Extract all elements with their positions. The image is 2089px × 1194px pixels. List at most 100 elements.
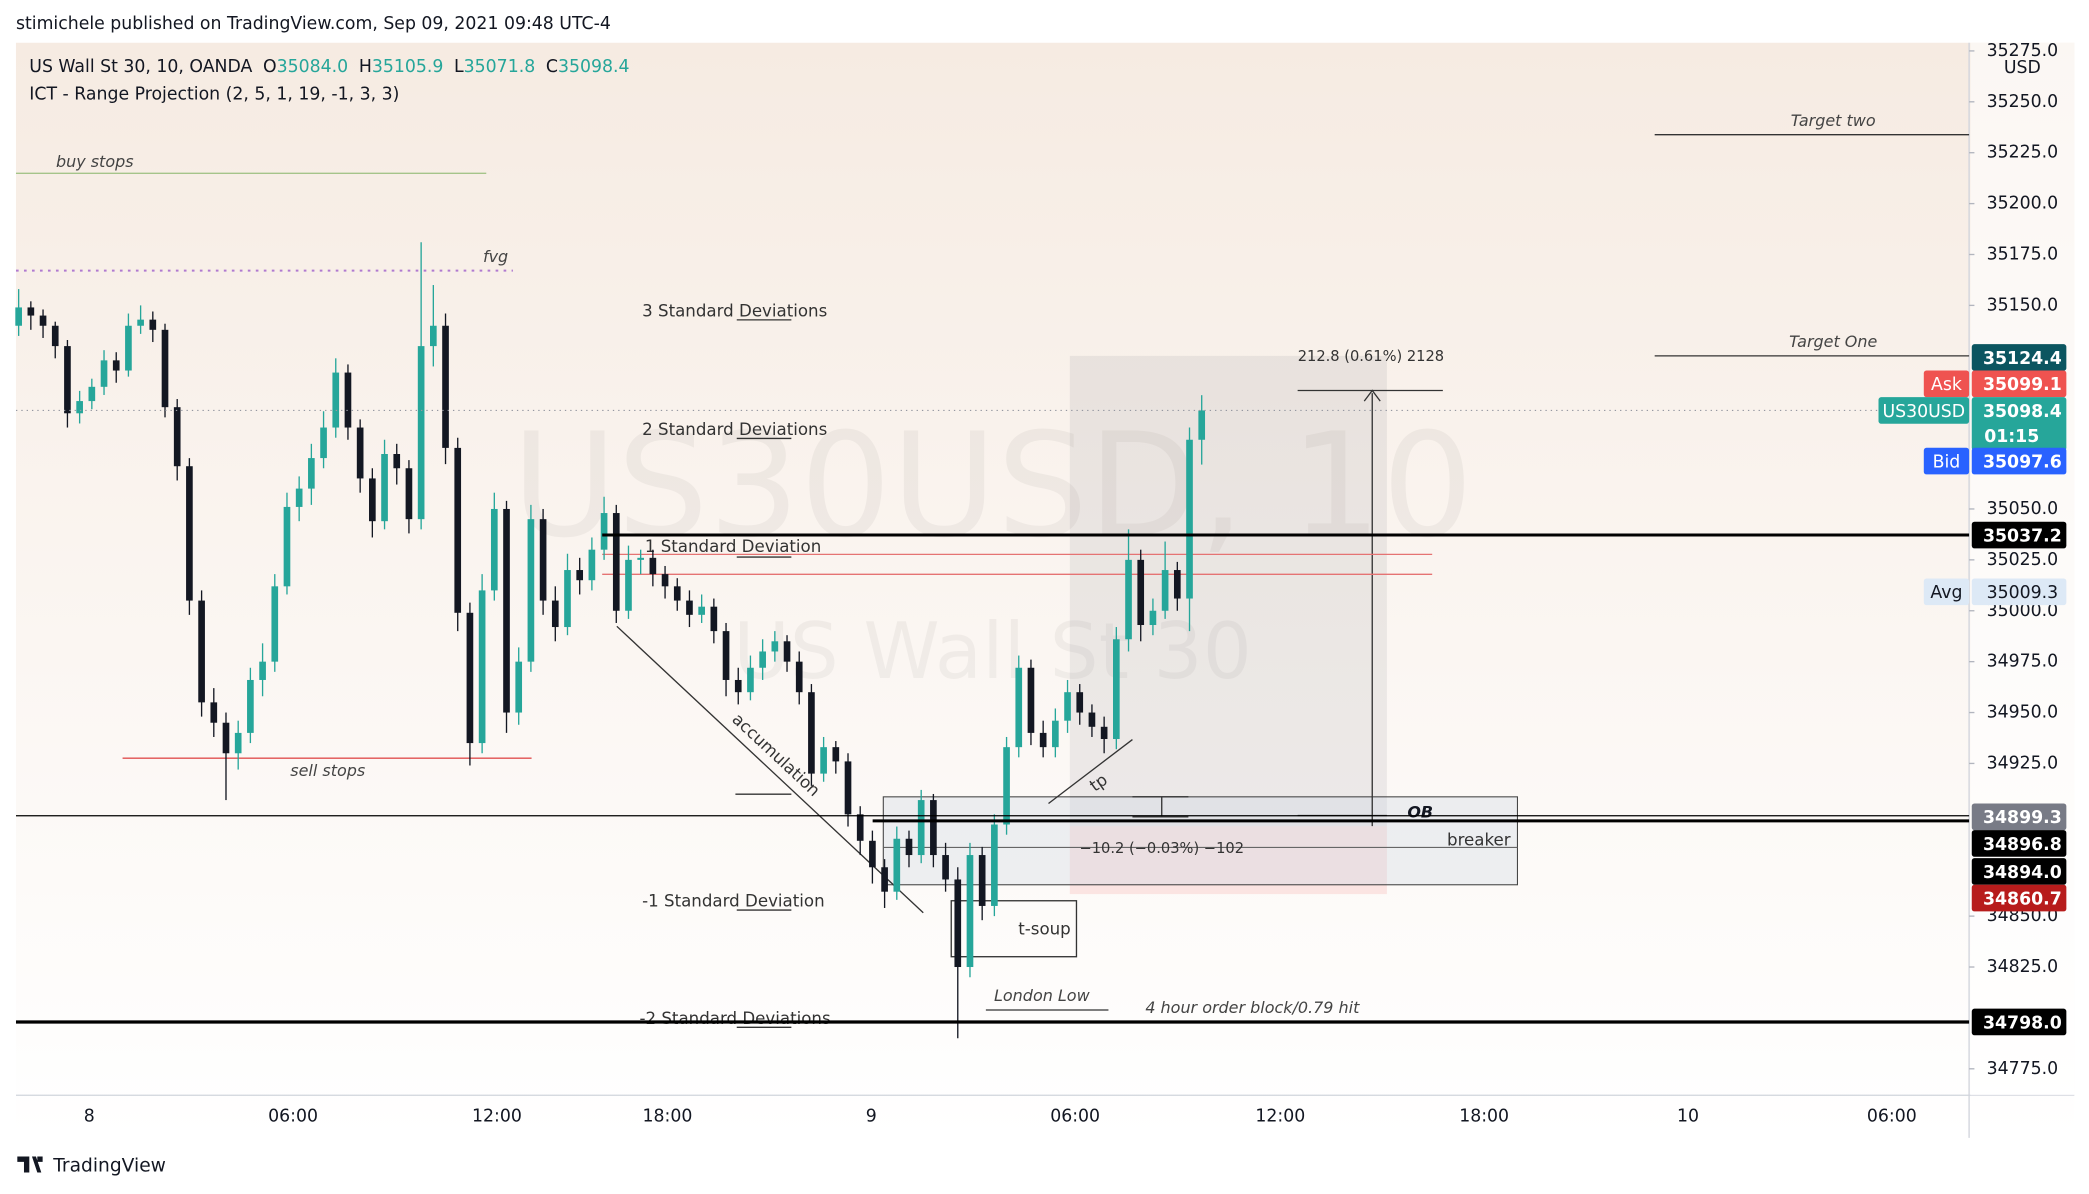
price-axis: 34775.034825.034850.034925.034950.034975… — [1969, 41, 2058, 1079]
candle-body — [27, 307, 35, 316]
price-tag — [1971, 1008, 2067, 1036]
candle-body — [673, 586, 681, 601]
candle-body — [820, 747, 827, 774]
annotation: 1 Standard Deviation — [645, 537, 821, 556]
y-tick-label: 35000.0 — [1987, 601, 2059, 621]
candle-body — [1015, 667, 1023, 748]
y-tick-label: 35025.0 — [1987, 550, 2059, 570]
y-tick-label: 35050.0 — [1987, 499, 2059, 519]
price-tag-prefix-bg — [1923, 447, 1970, 475]
candle-body — [539, 519, 547, 601]
annotation: 3 Standard Deviations — [642, 301, 827, 320]
candle-body — [454, 447, 462, 613]
candle-body — [210, 702, 218, 723]
price-tag — [1971, 830, 2067, 857]
candle-body — [832, 747, 840, 762]
ohlc-value: 35071.8 — [464, 57, 536, 77]
candle-body — [186, 466, 193, 601]
candle-body — [88, 386, 96, 402]
candle-body — [393, 454, 401, 469]
x-tick-label: 12:00 — [472, 1107, 522, 1127]
candle-body — [783, 641, 791, 662]
candle-body — [564, 570, 571, 628]
candle-body — [637, 557, 645, 560]
ohlc-key: L — [454, 57, 464, 77]
candle-body — [1161, 570, 1169, 611]
candle-body — [600, 513, 608, 550]
price-tag-label: 34894.0 — [1983, 863, 2062, 883]
ohlc-value: 35105.9 — [372, 57, 444, 77]
candle-body — [442, 325, 449, 448]
candle-body — [1198, 410, 1206, 440]
candle-body — [15, 307, 22, 326]
candle-body — [112, 360, 120, 371]
price-tag-label: 34899.3 — [1983, 808, 2062, 828]
candle-body — [625, 559, 632, 611]
candle-body — [844, 761, 852, 815]
price-tag — [1971, 884, 2067, 912]
price-tag — [1971, 370, 2067, 398]
price-tags: 35124.4 35099.1 Ask 35098.4 01:15 US30USD 3509… — [1878, 344, 2067, 1036]
annotation: 2 Standard Deviations — [642, 420, 827, 439]
candle-body — [917, 800, 925, 856]
annotation: -2 Standard Deviations — [639, 1009, 830, 1028]
candle-body — [808, 692, 815, 774]
price-tag-prefix-bg — [1878, 397, 1970, 424]
candle-body — [173, 407, 181, 467]
candle-body — [503, 508, 510, 713]
y-tick-label: 35250.0 — [1987, 92, 2059, 112]
candle-body — [1003, 747, 1010, 825]
price-tag — [1971, 803, 2067, 831]
price-tag-label: 35098.4 — [1983, 402, 2062, 422]
annotation: Target One — [1789, 332, 1877, 351]
ob-box — [882, 796, 1518, 886]
tp-line — [1048, 739, 1133, 805]
candle-body — [527, 519, 535, 662]
annotation: 4 hour order block/0.79 hit — [1145, 998, 1360, 1017]
x-tick-label: 06:00 — [1050, 1107, 1100, 1127]
candle-body — [478, 590, 486, 744]
x-tick-label: 12:00 — [1255, 1107, 1305, 1127]
candle-body — [759, 651, 766, 668]
candle-body — [1149, 610, 1157, 626]
candle-body — [381, 454, 388, 522]
price-tag-label: 35009.3 — [1987, 583, 2059, 603]
candle-body — [198, 600, 205, 703]
x-tick-label: 06:00 — [268, 1107, 318, 1127]
candle-body — [356, 427, 364, 479]
annotation: breaker — [1447, 830, 1511, 849]
candle-body — [1113, 639, 1120, 740]
candle-body — [588, 549, 596, 581]
levels — [15, 409, 1970, 1024]
candle-body — [259, 661, 266, 680]
price-tag — [1971, 447, 2067, 475]
candle-body — [1088, 712, 1096, 727]
candle-body — [1027, 667, 1035, 733]
measure-up-box — [1069, 355, 1387, 827]
price-tag-prefix: Ask — [1931, 375, 1962, 395]
candle-body — [64, 346, 71, 414]
price-tag-label: 34896.8 — [1983, 835, 2062, 855]
y-tick-label: 35225.0 — [1987, 143, 2059, 163]
x-tick-label: 18:00 — [643, 1107, 693, 1127]
annotation: fvg — [483, 247, 508, 266]
annotation: OB — [1407, 802, 1433, 821]
y-tick-label: 35275.0 — [1987, 41, 2059, 61]
measure-down-box — [1069, 826, 1387, 895]
pane-bg — [15, 42, 2075, 1138]
drawings — [15, 134, 1970, 1028]
candle-body — [1137, 559, 1145, 626]
candle-body — [51, 325, 59, 347]
annotation: -1 Standard Deviation — [642, 892, 824, 911]
annotation: sell stops — [290, 761, 365, 780]
price-tag — [1971, 344, 2067, 371]
candle-body — [222, 722, 230, 754]
candle-body — [722, 631, 730, 680]
candle-body — [856, 814, 864, 841]
price-axis-bg — [1970, 42, 2075, 1096]
candle-body — [734, 679, 742, 693]
candle-body — [881, 867, 888, 892]
annotation: 212.8 (0.61%) 2128 — [1298, 348, 1444, 365]
candle-body — [320, 427, 327, 459]
x-tick-label: 8 — [84, 1107, 95, 1127]
